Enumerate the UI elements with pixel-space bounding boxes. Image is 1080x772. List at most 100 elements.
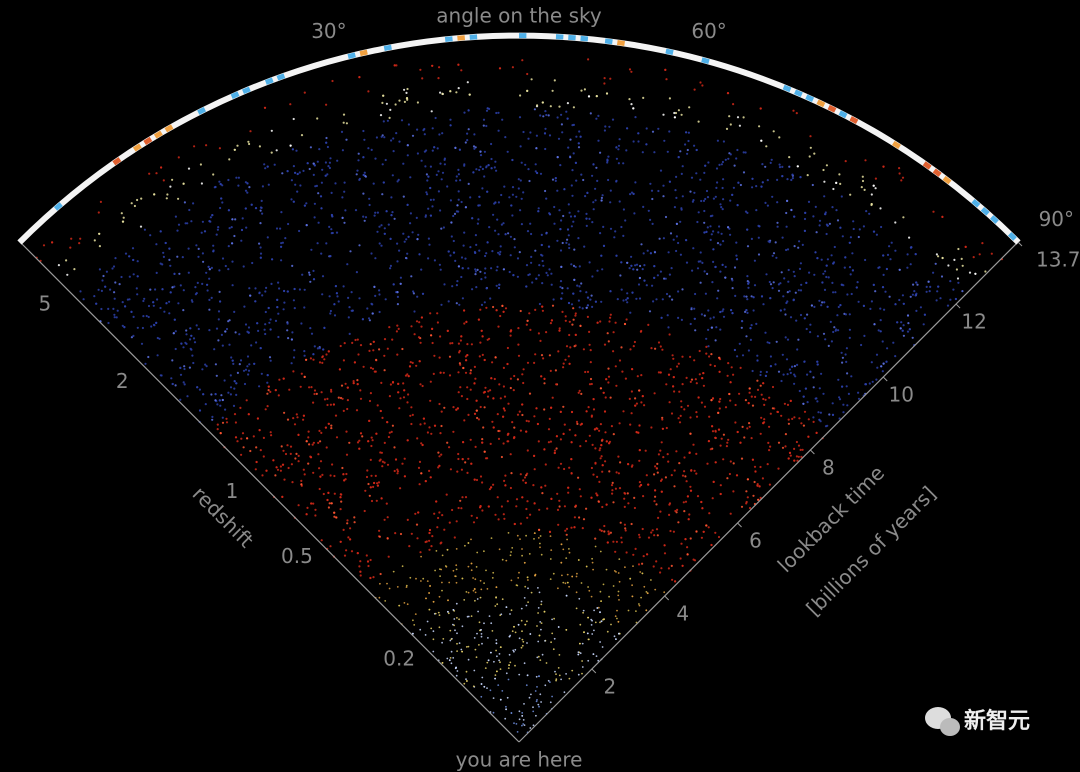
galaxy-point bbox=[664, 215, 668, 219]
galaxy-point bbox=[193, 341, 197, 344]
galaxy-point bbox=[848, 266, 852, 269]
galaxy-point bbox=[587, 638, 590, 641]
galaxy-point bbox=[458, 148, 461, 151]
galaxy-point bbox=[572, 106, 576, 109]
galaxy-point bbox=[376, 211, 379, 214]
galaxy-point bbox=[653, 265, 656, 268]
galaxy-point bbox=[864, 383, 868, 386]
galaxy-point bbox=[902, 334, 906, 337]
galaxy-point bbox=[478, 249, 481, 252]
galaxy-point bbox=[706, 196, 710, 199]
galaxy-point bbox=[483, 175, 486, 178]
galaxy-point bbox=[492, 426, 495, 429]
galaxy-point bbox=[601, 194, 604, 197]
galaxy-point bbox=[929, 285, 932, 288]
galaxy-point bbox=[343, 221, 346, 224]
galaxy-point bbox=[413, 624, 416, 626]
galaxy-point bbox=[475, 656, 478, 659]
galaxy-point bbox=[475, 478, 479, 482]
galaxy-point bbox=[385, 210, 388, 213]
galaxy-point bbox=[937, 255, 940, 258]
galaxy-point bbox=[308, 386, 311, 389]
galaxy-point bbox=[521, 496, 524, 499]
galaxy-point bbox=[551, 89, 554, 92]
galaxy-point bbox=[459, 179, 462, 182]
galaxy-point bbox=[722, 458, 725, 461]
galaxy-point bbox=[221, 416, 224, 419]
galaxy-point bbox=[582, 609, 585, 612]
galaxy-point bbox=[568, 466, 571, 469]
galaxy-point bbox=[349, 538, 352, 541]
galaxy-point bbox=[229, 374, 232, 377]
galaxy-point bbox=[487, 164, 490, 167]
galaxy-point bbox=[955, 268, 959, 271]
galaxy-point bbox=[541, 309, 545, 312]
galaxy-point bbox=[424, 215, 427, 218]
galaxy-point bbox=[509, 330, 512, 333]
galaxy-point bbox=[487, 659, 490, 662]
galaxy-point bbox=[500, 455, 503, 459]
galaxy-point bbox=[516, 584, 519, 587]
galaxy-point bbox=[312, 173, 315, 176]
galaxy-point bbox=[440, 410, 443, 413]
galaxy-point bbox=[439, 575, 441, 577]
galaxy-point bbox=[888, 295, 891, 298]
galaxy-point bbox=[495, 642, 498, 645]
galaxy-point bbox=[540, 354, 544, 357]
galaxy-point bbox=[387, 223, 390, 226]
galaxy-point bbox=[220, 394, 223, 397]
galaxy-point bbox=[514, 648, 517, 651]
galaxy-point bbox=[690, 308, 693, 311]
galaxy-point bbox=[371, 367, 375, 370]
galaxy-point bbox=[348, 332, 351, 335]
galaxy-point bbox=[339, 344, 342, 348]
galaxy-point bbox=[457, 168, 460, 171]
galaxy-point bbox=[870, 300, 874, 303]
galaxy-point bbox=[419, 341, 422, 344]
arc-segment bbox=[264, 77, 274, 85]
galaxy-point bbox=[808, 155, 811, 158]
galaxy-point bbox=[575, 179, 578, 182]
galaxy-point bbox=[323, 358, 326, 361]
galaxy-point bbox=[496, 496, 499, 499]
galaxy-point bbox=[418, 253, 421, 256]
galaxy-point bbox=[961, 264, 964, 267]
galaxy-point bbox=[593, 428, 597, 431]
galaxy-point bbox=[386, 516, 389, 519]
galaxy-point bbox=[288, 388, 291, 391]
galaxy-point bbox=[880, 225, 883, 229]
galaxy-point bbox=[566, 287, 569, 290]
galaxy-point bbox=[753, 259, 757, 262]
galaxy-point bbox=[179, 284, 182, 287]
arc-segment bbox=[276, 73, 286, 81]
galaxy-point bbox=[70, 237, 73, 240]
galaxy-point bbox=[782, 295, 785, 298]
galaxy-point bbox=[247, 140, 250, 143]
galaxy-point bbox=[714, 461, 717, 464]
galaxy-point bbox=[205, 271, 208, 274]
galaxy-point bbox=[446, 185, 449, 188]
galaxy-point bbox=[588, 343, 591, 346]
galaxy-point bbox=[835, 209, 838, 212]
galaxy-point bbox=[416, 437, 419, 440]
galaxy-point bbox=[261, 212, 264, 215]
galaxy-point bbox=[567, 146, 570, 149]
galaxy-point bbox=[565, 345, 569, 348]
galaxy-point bbox=[615, 254, 618, 257]
galaxy-point bbox=[438, 614, 441, 616]
galaxy-point bbox=[662, 456, 665, 459]
galaxy-point bbox=[391, 381, 395, 384]
origin-label: you are here bbox=[456, 748, 583, 772]
galaxy-point bbox=[416, 101, 419, 104]
galaxy-point bbox=[441, 589, 443, 592]
galaxy-point bbox=[935, 253, 939, 256]
galaxy-point bbox=[592, 568, 594, 571]
galaxy-point bbox=[554, 670, 556, 673]
galaxy-point bbox=[496, 265, 499, 268]
galaxy-point bbox=[296, 172, 299, 176]
galaxy-point bbox=[370, 474, 373, 477]
galaxy-point bbox=[431, 205, 434, 208]
galaxy-point bbox=[426, 620, 429, 623]
galaxy-point bbox=[630, 522, 633, 526]
galaxy-point bbox=[538, 705, 540, 708]
